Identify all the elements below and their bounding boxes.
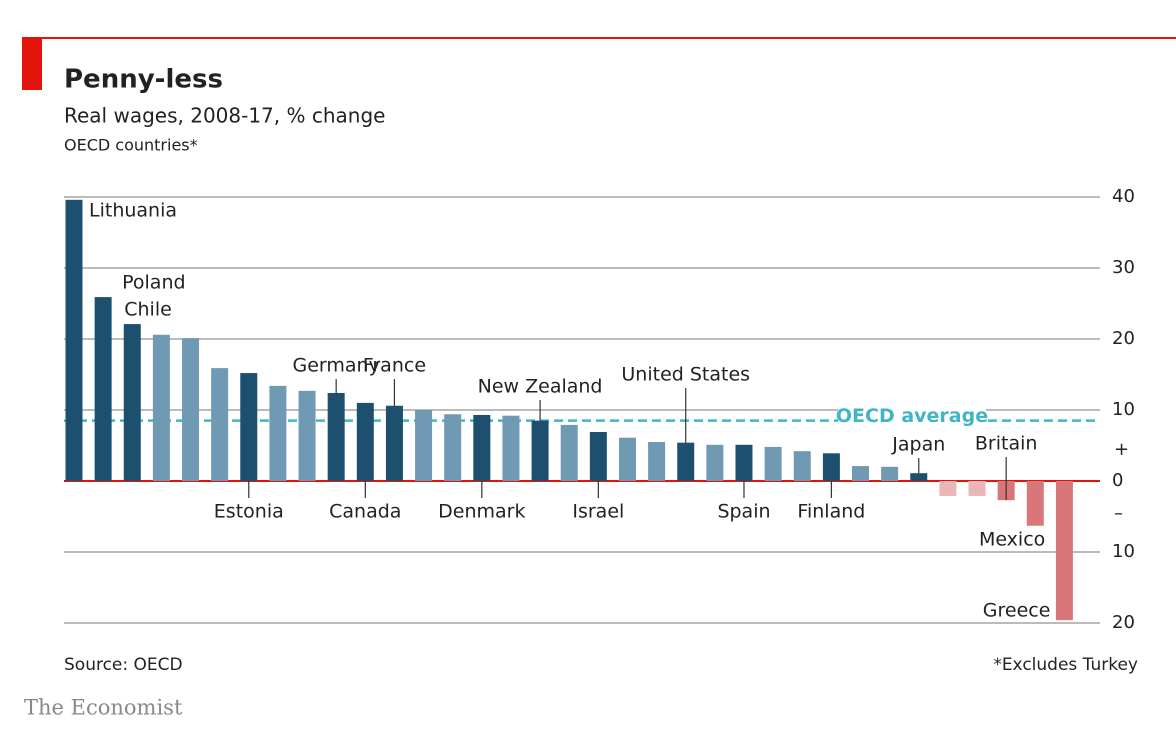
bar <box>677 442 695 481</box>
bar <box>1055 481 1073 621</box>
bar-label: Israel <box>572 501 624 523</box>
bar-label: Lithuania <box>89 200 177 222</box>
bar <box>648 441 666 481</box>
bar <box>881 466 899 481</box>
bar <box>473 414 491 481</box>
bar <box>968 481 986 496</box>
bar <box>298 390 316 481</box>
bar-label: Canada <box>329 501 401 523</box>
bar <box>94 297 112 481</box>
bar <box>735 444 753 481</box>
y-tick-label: 0 <box>1112 470 1123 491</box>
bar-label: Chile <box>124 299 172 321</box>
red-tag <box>22 38 42 90</box>
bar <box>618 437 636 481</box>
bar <box>152 334 170 481</box>
average-label: OECD average <box>836 405 988 427</box>
bar-label: Denmark <box>438 501 525 523</box>
bar <box>385 405 403 481</box>
bar <box>211 368 229 481</box>
bar <box>852 466 870 481</box>
bar-label: Japan <box>891 434 945 456</box>
sign-plus: + <box>1114 439 1129 460</box>
subtitle: Real wages, 2008-17, % change <box>64 104 385 128</box>
bar <box>269 385 287 481</box>
bar <box>415 410 433 481</box>
y-tick-label: 10 <box>1112 399 1135 420</box>
bar <box>910 473 928 481</box>
bar <box>356 402 374 481</box>
chart-title: Penny-less <box>64 65 223 95</box>
bar <box>502 415 520 481</box>
bar-label: New Zealand <box>478 376 603 398</box>
bar <box>764 446 782 481</box>
bar <box>182 338 200 481</box>
bar-label: Mexico <box>979 529 1045 551</box>
bar <box>327 392 345 481</box>
bar-label: Estonia <box>214 501 284 523</box>
source: Source: OECD <box>64 655 183 675</box>
bar-label: Spain <box>717 501 770 523</box>
footnote: *Excludes Turkey <box>993 655 1138 675</box>
bar-label: Finland <box>797 501 865 523</box>
y-tick-label: 10 <box>1112 541 1135 562</box>
y-tick-label: 40 <box>1112 186 1135 207</box>
bar <box>444 414 462 481</box>
bar <box>240 373 258 481</box>
bar <box>589 432 607 481</box>
bar-label: Britain <box>975 433 1038 455</box>
brand: The Economist <box>24 696 183 720</box>
bar-label: Germany <box>293 355 380 377</box>
bar <box>1026 481 1044 526</box>
bar <box>822 453 840 481</box>
note: OECD countries* <box>64 136 198 155</box>
bar-label: Poland <box>122 272 185 294</box>
average-label-bg <box>838 404 986 431</box>
bar <box>531 420 549 481</box>
bar <box>706 444 724 481</box>
bar <box>560 424 578 481</box>
bar-label: France <box>363 355 426 377</box>
bar-label: United States <box>621 364 750 386</box>
y-tick-label: 20 <box>1112 612 1135 633</box>
bar <box>793 451 811 481</box>
y-tick-label: 20 <box>1112 328 1135 349</box>
bar-label: Greece <box>983 600 1051 622</box>
y-tick-label: 30 <box>1112 257 1135 278</box>
bar <box>939 481 957 496</box>
bar <box>65 199 83 481</box>
sign-minus: – <box>1114 503 1123 524</box>
bar <box>123 324 141 481</box>
